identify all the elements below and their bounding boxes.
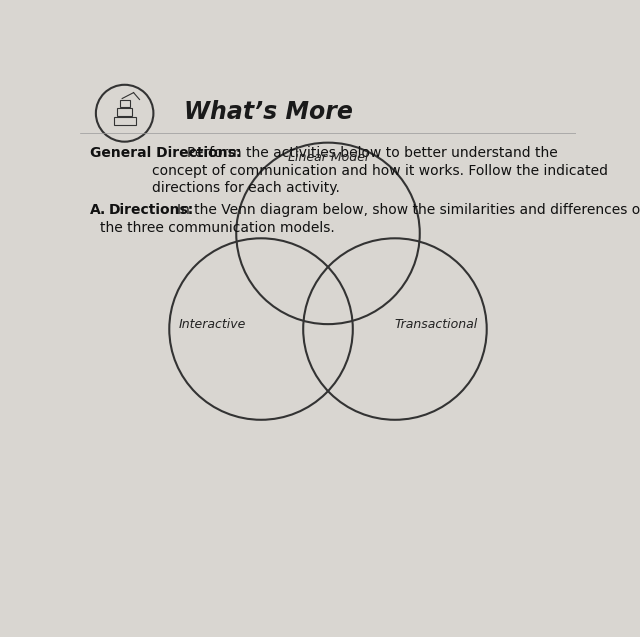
Bar [114,117,136,125]
Text: the three communication models.: the three communication models. [100,220,335,234]
Text: Interactive: Interactive [178,318,246,331]
Text: In the Venn diagram below, show the similarities and differences of: In the Venn diagram below, show the simi… [177,203,640,217]
Text: General Directions:: General Directions: [90,146,241,160]
Text: Transactional: Transactional [394,318,478,331]
Text: Linear Model: Linear Model [288,152,368,164]
Text: directions for each activity.: directions for each activity. [152,182,340,196]
Bar [117,108,132,116]
Text: What’s More: What’s More [184,100,353,124]
Bar [120,100,130,107]
Text: concept of communication and how it works. Follow the indicated: concept of communication and how it work… [152,164,608,178]
Text: Perform the activities below to better understand the: Perform the activities below to better u… [187,146,557,160]
Text: A.: A. [90,203,106,217]
Text: Directions:: Directions: [109,203,194,217]
